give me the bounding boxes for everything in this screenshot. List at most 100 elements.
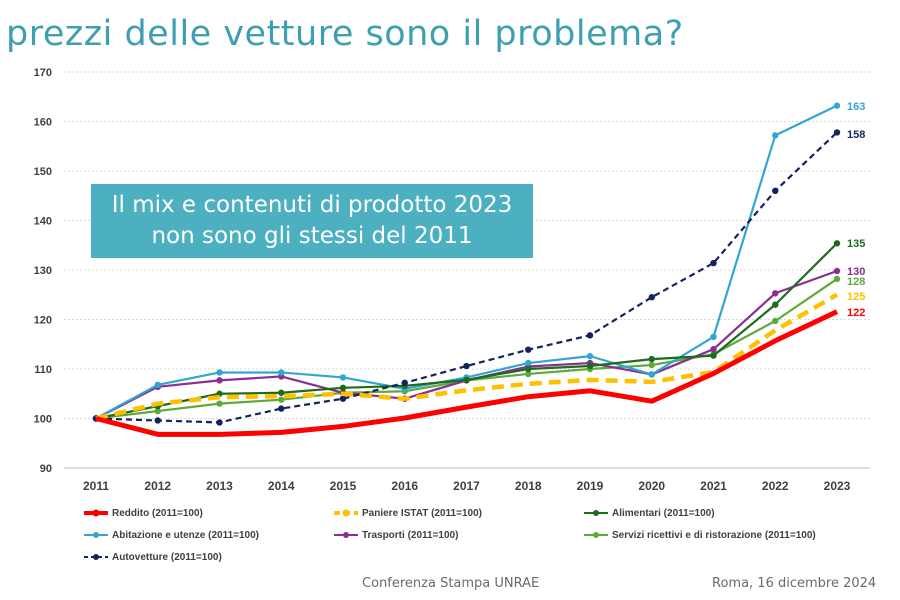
series-5 bbox=[92, 275, 841, 422]
y-tick-label: 110 bbox=[34, 364, 52, 376]
legend-item: Servizi ricettivi e di ristorazione (201… bbox=[584, 527, 816, 543]
data-point bbox=[648, 361, 655, 369]
data-point bbox=[216, 369, 223, 376]
series-line bbox=[95, 292, 839, 421]
legend-swatch bbox=[584, 510, 608, 516]
y-tick-label: 170 bbox=[34, 67, 52, 79]
series-line bbox=[95, 309, 839, 437]
x-tick-label: 2011 bbox=[83, 479, 109, 493]
legend-item: Trasporti (2011=100) bbox=[334, 527, 458, 543]
legend-item: Autovetture (2011=100) bbox=[84, 549, 222, 565]
data-point bbox=[772, 301, 779, 308]
y-tick-label: 120 bbox=[34, 315, 52, 327]
data-point bbox=[525, 370, 532, 378]
data-point bbox=[833, 240, 841, 247]
x-tick-label: 2021 bbox=[700, 479, 727, 493]
x-tick-label: 2017 bbox=[453, 479, 480, 493]
data-point bbox=[154, 407, 161, 415]
legend-item: Abitazione e utenze (2011=100) bbox=[84, 527, 259, 543]
legend-label: Abitazione e utenze (2011=100) bbox=[112, 529, 260, 541]
callout-box: Il mix e contenuti di prodotto 2023 non … bbox=[91, 184, 533, 258]
x-tick-label: 2023 bbox=[824, 479, 851, 493]
series-2 bbox=[92, 240, 841, 422]
data-point bbox=[463, 362, 470, 370]
data-point bbox=[833, 129, 841, 136]
x-tick-label: 2020 bbox=[638, 479, 665, 493]
x-tick-label: 2022 bbox=[762, 479, 789, 493]
data-point bbox=[525, 346, 532, 353]
y-tick-label: 150 bbox=[34, 166, 52, 178]
legend-label: Paniere ISTAT (2011=100) bbox=[362, 507, 482, 519]
legend-item: Alimentari (2011=100) bbox=[584, 505, 715, 521]
data-point bbox=[772, 317, 779, 325]
legend-swatch bbox=[334, 532, 358, 538]
data-point bbox=[648, 355, 655, 363]
legend-label: Trasporti (2011=100) bbox=[362, 529, 459, 541]
series-0 bbox=[95, 309, 839, 437]
end-value-label: 128 bbox=[847, 276, 865, 288]
page-title: prezzi delle vetture sono il problema? bbox=[6, 14, 684, 54]
data-point bbox=[710, 333, 717, 341]
series-3 bbox=[92, 102, 841, 422]
legend-swatch bbox=[84, 554, 108, 560]
data-point bbox=[525, 365, 532, 373]
callout-line-2: non sono gli stessi del 2011 bbox=[151, 223, 473, 249]
data-point bbox=[648, 294, 655, 301]
data-point bbox=[339, 374, 347, 381]
legend-swatch bbox=[84, 509, 108, 517]
x-axis: 2011 2012 2013 2014 2015 2016 2017 2018 2019 2020… bbox=[83, 479, 851, 493]
data-point bbox=[833, 267, 841, 275]
data-point bbox=[710, 259, 717, 267]
data-point bbox=[216, 377, 223, 384]
data-point bbox=[278, 369, 285, 376]
series-line bbox=[95, 104, 838, 420]
data-point bbox=[710, 346, 717, 353]
data-point bbox=[278, 405, 285, 412]
data-point bbox=[710, 352, 717, 359]
data-point bbox=[401, 379, 408, 387]
data-point bbox=[525, 359, 532, 367]
end-value-label: 130 bbox=[847, 266, 865, 278]
legend-swatch bbox=[84, 532, 108, 538]
x-tick-label: 2019 bbox=[577, 479, 604, 493]
x-tick-label: 2016 bbox=[391, 479, 418, 493]
y-tick-label: 100 bbox=[34, 414, 52, 426]
end-value-label: 122 bbox=[847, 307, 865, 319]
data-point bbox=[339, 395, 347, 402]
legend-item: Paniere ISTAT (2011=100) bbox=[334, 505, 482, 521]
end-value-label: 135 bbox=[847, 238, 865, 250]
legend-label: Alimentari (2011=100) bbox=[612, 507, 715, 519]
end-value-label: 163 bbox=[847, 101, 865, 113]
legend-label: Servizi ricettivi e di ristorazione (201… bbox=[612, 529, 816, 541]
x-tick-label: 2013 bbox=[206, 479, 233, 493]
chart-grid bbox=[64, 71, 870, 469]
x-tick-label: 2015 bbox=[330, 479, 357, 493]
legend-item: Reddito (2011=100) bbox=[84, 505, 203, 521]
data-point bbox=[463, 376, 470, 384]
data-point bbox=[648, 371, 655, 378]
data-point bbox=[772, 132, 779, 139]
data-point bbox=[278, 389, 285, 396]
y-tick-label: 160 bbox=[34, 117, 52, 129]
y-tick-label: 90 bbox=[40, 463, 52, 475]
legend-label: Autovetture (2011=100) bbox=[112, 551, 222, 563]
data-point bbox=[586, 352, 594, 360]
end-value-label: 125 bbox=[847, 291, 865, 303]
end-value-label: 158 bbox=[847, 129, 865, 141]
data-point bbox=[278, 396, 285, 403]
y-axis: 90 100 110 120 130 140 150 160 170 bbox=[34, 67, 52, 475]
legend-swatch bbox=[334, 509, 358, 517]
y-tick-label: 140 bbox=[34, 216, 52, 228]
data-point bbox=[216, 400, 223, 407]
data-point bbox=[772, 290, 779, 297]
footer-place-date: Roma, 16 dicembre 2024 bbox=[712, 576, 877, 591]
data-point bbox=[216, 419, 223, 426]
callout-line-1: Il mix e contenuti di prodotto 2023 bbox=[111, 192, 513, 218]
legend-label: Reddito (2011=100) bbox=[112, 507, 203, 519]
x-tick-label: 2018 bbox=[515, 479, 542, 493]
data-point bbox=[154, 381, 161, 389]
data-point bbox=[833, 102, 841, 109]
series-1 bbox=[95, 292, 839, 421]
data-point bbox=[586, 362, 594, 370]
